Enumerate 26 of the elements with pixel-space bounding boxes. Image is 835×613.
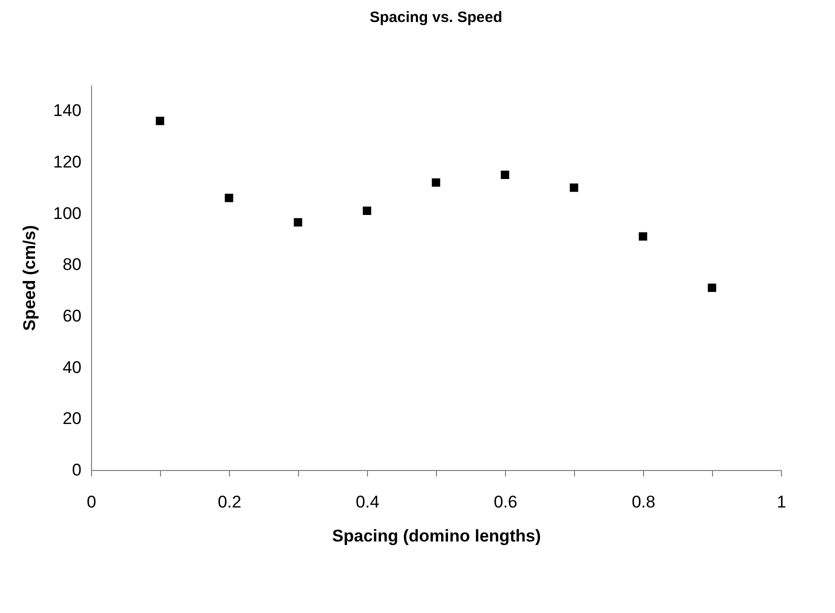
x-tick-label: 0.8 (632, 492, 656, 512)
point (156, 116, 164, 126)
x-axis-title: Spacing (domino lengths) (332, 526, 541, 546)
x-tick-label: 1 (776, 492, 786, 512)
y-axis-title: Speed (cm/s) (20, 225, 40, 331)
y-tick-label: 100 (53, 204, 82, 223)
y-tick-label: 80 (62, 255, 82, 274)
y-tick-label: 40 (62, 358, 82, 377)
chart-title: Spacing vs. Speed (370, 9, 502, 26)
x-tick-label: 0.6 (494, 492, 518, 512)
point (570, 183, 578, 192)
point (224, 194, 234, 202)
y-tick-label: 20 (62, 409, 82, 428)
y-tick-label: 60 (62, 306, 82, 326)
point (432, 178, 440, 187)
x-tick-label: 0.4 (356, 492, 380, 512)
y-tick-label: 120 (53, 152, 82, 172)
x-tick-label: 0 (86, 492, 96, 512)
x-tick-label: 0.2 (218, 492, 242, 512)
point (294, 218, 302, 226)
point (638, 232, 648, 241)
point (708, 284, 716, 292)
y-tick-label: 140 (53, 101, 82, 120)
y-tick-label: 0 (72, 460, 82, 480)
point (500, 170, 510, 180)
point (362, 206, 372, 215)
